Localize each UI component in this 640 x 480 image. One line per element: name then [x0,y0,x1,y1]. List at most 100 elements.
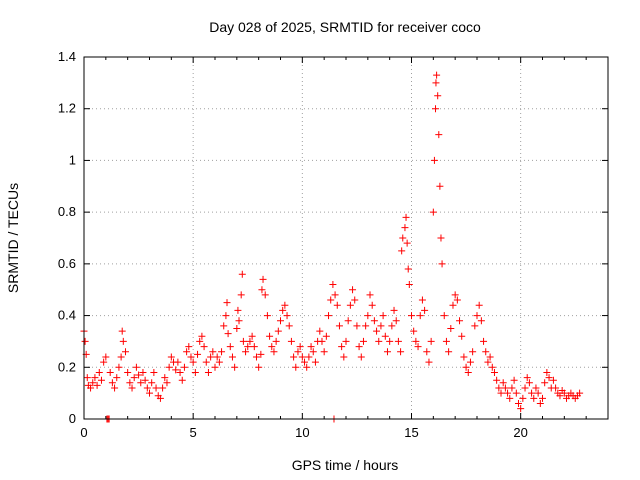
data-point [106,368,114,376]
data-point [159,384,167,392]
data-points [80,71,584,423]
data-point [246,337,254,345]
data-point [344,317,352,325]
data-point [525,379,533,387]
data-point [514,399,522,407]
data-point [259,275,267,283]
data-point [475,301,483,309]
data-point [87,384,95,392]
data-point [333,301,341,309]
x-tick-label: 15 [404,425,418,440]
data-point [215,358,223,366]
data-point [119,337,127,345]
data-point [174,358,182,366]
x-tick-label: 5 [190,425,197,440]
data-point [191,368,199,376]
data-point [89,379,97,387]
data-point [436,182,444,190]
data-point [115,363,123,371]
data-point [536,399,544,407]
data-point [213,353,221,361]
data-point [421,306,429,314]
data-point [364,312,372,320]
data-point [165,363,173,371]
data-point [543,368,551,376]
data-point [390,306,398,314]
data-point [234,306,242,314]
data-point [108,379,116,387]
data-point [429,208,437,216]
data-point [263,312,271,320]
data-point [172,366,180,374]
data-point [237,291,245,299]
data-point [202,358,210,366]
data-point [477,317,485,325]
data-point [111,384,119,392]
data-point [156,394,164,402]
data-point [318,337,326,345]
data-point [97,376,105,384]
data-point [519,394,527,402]
data-point [279,306,287,314]
data-point [298,353,306,361]
data-point [244,343,252,351]
data-point [187,353,195,361]
data-point [222,312,230,320]
data-point [355,343,363,351]
data-point [466,358,474,366]
data-point [329,281,337,289]
data-point [198,332,206,340]
data-point [200,343,208,351]
data-point [226,343,234,351]
data-point [102,353,110,361]
data-point [118,327,126,335]
data-point [383,348,391,356]
data-point [379,312,387,320]
data-point [488,363,496,371]
data-point [366,291,374,299]
data-point [194,350,202,358]
data-point [523,374,531,382]
y-tick-label: 1 [69,152,76,167]
data-point [432,105,440,113]
data-point [242,348,250,356]
data-point [218,348,226,356]
data-point [435,131,443,139]
data-point [394,337,402,345]
data-point [261,291,269,299]
data-point [274,327,282,335]
data-point [128,384,136,392]
data-point [401,224,409,232]
data-point [512,389,520,397]
data-point [473,312,481,320]
data-point [410,327,418,335]
data-point [117,353,125,361]
data-point [196,337,204,345]
data-point [521,384,529,392]
data-point [403,239,411,247]
data-point [504,389,512,397]
data-point [442,337,450,345]
axis-ticks: 0 5 10 15 20 0 0.2 0.4 0.6 0.8 1 1.2 1.4 [58,49,608,440]
data-point [484,358,492,366]
y-tick-label: 1.2 [58,101,76,116]
data-point [541,379,549,387]
y-tick-label: 0 [69,411,76,426]
y-tick-label: 0.6 [58,256,76,271]
data-point [258,286,266,294]
data-point [517,405,525,413]
data-point [233,325,241,332]
data-point [381,332,389,340]
data-point [146,389,153,397]
data-point [305,353,313,361]
data-point [309,348,317,356]
data-point [510,376,518,384]
data-point [224,330,232,338]
data-point [167,353,175,361]
data-point [132,363,140,371]
data-point [552,384,560,392]
x-tick-label: 20 [513,425,527,440]
data-point [121,348,129,356]
data-point [248,332,256,340]
